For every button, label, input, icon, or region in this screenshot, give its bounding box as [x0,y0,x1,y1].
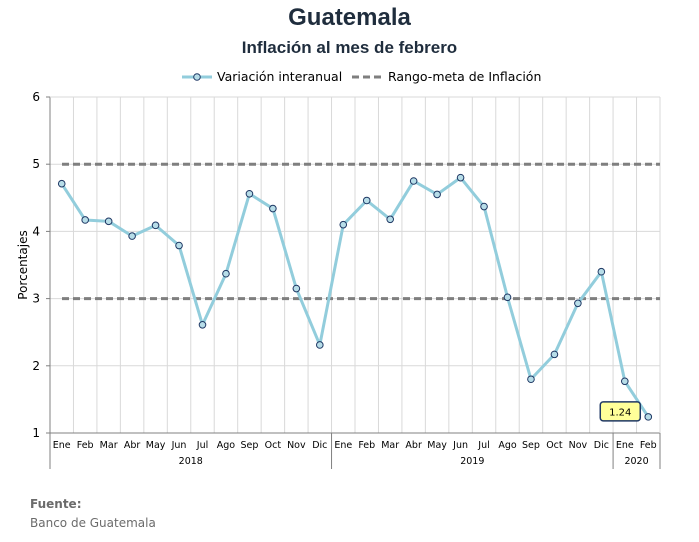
x-tick-label: Feb [358,440,375,451]
x-tick-label: May [427,440,447,451]
x-tick-label: Ago [498,440,517,451]
data-point [456,173,465,182]
x-tick-label: Sep [240,440,258,451]
series-line [60,176,650,418]
data-point [245,189,254,198]
x-tick-label: Ene [334,440,352,451]
data-point [644,413,653,421]
value-callout: 1.24 [599,401,642,422]
chart-subtitle: Inflación al mes de febrero [241,38,458,57]
x-tick-label: Jun [171,440,187,451]
x-tick-label: Mar [100,440,118,451]
x-tick-label: Feb [77,440,94,451]
y-axis-title: Porcentajes [16,230,30,299]
x-tick-label: Oct [265,440,282,451]
x-tick-label: Feb [640,440,657,451]
source-text: Banco de Guatemala [30,516,156,530]
data-point [480,202,488,211]
legend-label: Rango-meta de Inflación [388,69,541,84]
y-tick-label: 6 [32,90,40,104]
data-point [104,217,113,226]
y-tick-label: 2 [32,359,40,373]
year-label: 2018 [179,456,203,467]
data-point [128,232,136,240]
chart-title: Guatemala [288,4,411,31]
x-tick-label: Dic [312,440,327,451]
callout-box [599,401,642,422]
y-tick-label: 3 [32,292,40,306]
legend-marker-swatch [193,73,201,81]
data-point [292,284,301,293]
x-tick-label: Ago [217,440,236,451]
x-tick-label: Ene [616,440,634,451]
data-point [527,375,535,384]
data-point [433,190,441,199]
source-label: Fuente: [30,497,82,511]
y-tick-label: 4 [32,224,40,238]
y-tick-label: 1 [32,426,40,440]
year-label: 2019 [460,456,484,467]
data-point [222,269,230,278]
x-tick-label: Sep [522,440,540,451]
chart-legend: Variación interanual Rango-meta de Inflac… [182,69,541,84]
data-point [269,204,277,213]
x-tick-label: Nov [569,440,588,451]
x-tick-label: Jun [452,440,468,451]
data-point [81,216,89,224]
chart-grid [50,96,660,433]
x-tick-label: Ene [53,440,71,451]
x-tick-label: Jul [196,440,208,451]
x-tick-label: Jul [477,440,489,451]
data-point [409,177,418,185]
x-tick-label: Nov [287,440,306,451]
data-point [503,293,512,302]
data-point [621,377,629,386]
x-tick-label: Abr [405,440,422,451]
x-tick-label: Mar [381,440,399,451]
chart-axes: 1 2 3 4 5 6 Porcentajes Ene Feb Mar Abr May Jun Jul Ag… [16,90,661,469]
x-tick-label: Abr [124,440,141,451]
year-label: 2020 [624,456,648,467]
series-variacion-interanual [57,173,653,421]
data-point [362,196,371,205]
x-tick-label: May [146,440,166,451]
data-point [574,299,582,308]
data-point [597,267,606,276]
data-point [339,220,348,229]
data-point [175,241,183,250]
data-point [151,221,160,230]
callout-label: 1.24 [609,407,631,418]
data-point [386,215,394,224]
y-tick-label: 5 [32,157,40,171]
x-tick-label: Dic [594,440,609,451]
x-tick-label: Oct [546,440,563,451]
target-range-lines [62,162,660,301]
data-point [550,350,559,359]
data-point [57,179,66,188]
data-point [198,321,207,329]
data-point [316,341,324,349]
legend-label: Variación interanual [217,69,342,84]
